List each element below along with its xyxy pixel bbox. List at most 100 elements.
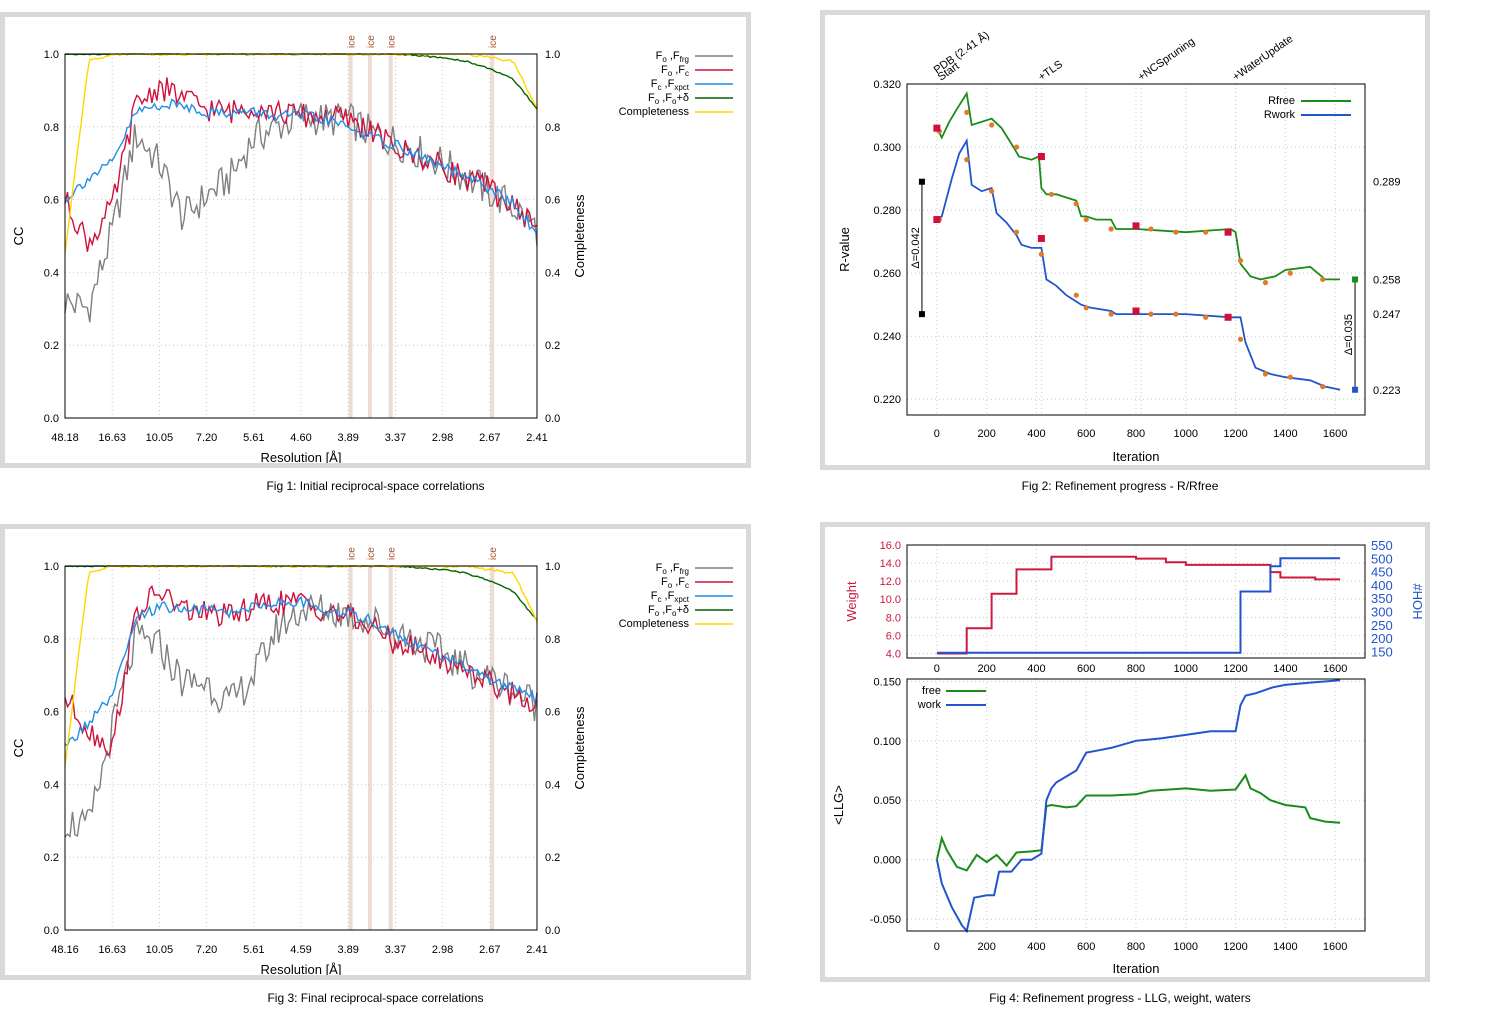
fig2-delta-end-top xyxy=(918,178,925,185)
fig2-ytick-label: 0.220 xyxy=(873,394,901,406)
fig4-weight-tick-label: 12.0 xyxy=(880,576,901,588)
fig4-llg-tick-label: -0.050 xyxy=(870,914,901,926)
fig4-weight-axis-label: Weight xyxy=(844,581,859,622)
fig4-top-xtick-label: 1600 xyxy=(1323,663,1347,675)
fig4-hoh-tick-label: 250 xyxy=(1371,618,1393,633)
fig2-delta-end-top xyxy=(1352,276,1359,283)
fig2-ytick-label: 0.240 xyxy=(873,331,901,343)
fig4-weight-tick-label: 10.0 xyxy=(880,594,901,606)
fig2-marker-point xyxy=(1203,229,1209,235)
fig1-ytick-label: 0.8 xyxy=(44,122,59,134)
fig4-hoh-tick-label: 550 xyxy=(1371,538,1393,553)
fig4-bottom-xtick-label: 1600 xyxy=(1323,941,1347,953)
fig1-xtick-label: 3.37 xyxy=(385,432,406,444)
fig3-ice-band xyxy=(490,566,495,930)
fig2-delta-left-label: Δ=0.042 xyxy=(910,227,922,268)
fig2-panel: 0.220 0.240 0.260 0.280 0.300 0.320 0 200 400 600… xyxy=(820,10,1430,470)
fig2-marker-point xyxy=(1237,336,1244,342)
fig4-top-xtick-label: 600 xyxy=(1077,663,1095,675)
fig4-top-xtick-label: 200 xyxy=(977,663,995,675)
fig2-marker-point xyxy=(964,157,970,163)
fig3-y2tick-label: 0.6 xyxy=(545,707,560,719)
fig2-marker-square xyxy=(1037,234,1045,242)
fig4-hoh-tick-label: 200 xyxy=(1371,631,1393,646)
fig3-xaxis-label: Resolution [Å] xyxy=(261,962,342,975)
fig3-ice-label: ice xyxy=(347,547,358,560)
fig4-bottom-xtick-label: 1200 xyxy=(1223,941,1247,953)
fig2-marker-point xyxy=(1173,229,1179,235)
fig2-xtick-label: 600 xyxy=(1077,428,1095,440)
fig2-marker-point xyxy=(1320,276,1326,283)
fig1-ytick-label: 0.0 xyxy=(44,413,59,425)
fig2-right-value: 0.247 xyxy=(1373,309,1401,321)
fig2-marker-point xyxy=(1148,226,1154,232)
fig4-top-xtick-label: 400 xyxy=(1027,663,1045,675)
fig2-marker-point xyxy=(1287,270,1293,276)
fig3-legend-label-1: Fo ,Fc xyxy=(661,576,689,590)
fig2-marker-square xyxy=(1224,313,1232,321)
fig4-chart: 4.06.08.010.012.014.016.0150200250300350… xyxy=(831,538,1425,976)
fig1-xtick-label: 7.20 xyxy=(196,432,217,444)
fig3-ice-band xyxy=(348,566,353,930)
fig1-ice-label: ice xyxy=(366,35,377,48)
fig2-right-value: 0.289 xyxy=(1373,177,1401,189)
fig3-y2tick-label: 0.8 xyxy=(545,634,560,646)
fig1-xtick-label: 4.60 xyxy=(290,432,311,444)
fig3-y2axis-label: Completeness xyxy=(572,706,587,790)
fig2-delta-right-label: Δ=0.035 xyxy=(1343,314,1355,355)
fig1-series-line-2 xyxy=(64,98,538,235)
fig4-caption: Fig 4: Refinement progress - LLG, weight… xyxy=(989,991,1251,1005)
fig3-chart: 0.0 0.0 0.2 0.2 0.4 0.4 0.6 0.6 0.8 0.8 1.0 1.0 48.1… xyxy=(11,547,733,975)
fig1-ice-label: ice xyxy=(488,35,499,48)
fig2-marker-point xyxy=(1262,280,1269,286)
fig1-y2axis-label: Completeness xyxy=(572,194,587,278)
fig1-ice-band xyxy=(367,54,372,418)
fig2-marker-point xyxy=(1013,229,1020,235)
fig3-plot-frame xyxy=(64,565,538,931)
fig2-caption: Fig 2: Refinement progress - R/Rfree xyxy=(1021,479,1219,493)
fig2-ytick-label: 0.300 xyxy=(873,142,901,154)
fig1-ice-band xyxy=(490,54,495,418)
fig4-xaxis-label: Iteration xyxy=(1113,961,1160,976)
fig1-plot-frame xyxy=(64,53,538,419)
fig1-ice-label: ice xyxy=(347,35,358,48)
fig2-stage-label: +NCSpruning xyxy=(1136,36,1197,84)
fig1-xtick-label: 5.61 xyxy=(243,432,264,444)
fig2-marker-square xyxy=(1132,222,1140,230)
fig3-ytick-label: 0.4 xyxy=(44,779,59,791)
fig3-ytick-label: 0.0 xyxy=(44,925,59,937)
fig2-xtick-label: 1000 xyxy=(1174,428,1198,440)
fig2-marker-point xyxy=(1173,311,1179,317)
fig1-xtick-label: 16.63 xyxy=(98,432,126,444)
fig1-chart: 0.0 0.0 0.2 0.2 0.4 0.4 0.6 0.6 0.8 0.8 1.0 1.0 48.1… xyxy=(11,35,733,463)
fig3-yaxis-label: CC xyxy=(11,739,26,758)
fig4-weight-tick-label: 8.0 xyxy=(886,612,901,624)
fig2-xtick-label: 400 xyxy=(1027,428,1045,440)
fig4-bottom-xtick-label: 0 xyxy=(934,941,940,953)
fig4-legend-label-free: free xyxy=(922,685,941,697)
fig2-ytick-label: 0.280 xyxy=(873,205,901,217)
fig4-hoh-tick-label: 400 xyxy=(1371,578,1393,593)
fig4-top-xtick-label: 1000 xyxy=(1174,663,1198,675)
fig4-llg-tick-label: 0.150 xyxy=(873,676,901,688)
fig4-top-series-line xyxy=(936,555,1341,655)
fig2-marker-point xyxy=(1073,201,1079,207)
fig2-xtick-label: 1600 xyxy=(1323,428,1347,440)
fig4-bottom-xtick-label: 400 xyxy=(1027,941,1045,953)
fig3-legend-label-0: Fo ,Ffrg xyxy=(656,562,689,576)
fig4-panel: 4.0 6.0 8.0 10.0 12.0 14.0 16.0 150 200 250 300 350… xyxy=(820,522,1430,982)
fig3-y2tick-label: 0.2 xyxy=(545,852,560,864)
fig2-marker-point xyxy=(1038,251,1045,257)
fig2-delta-end-bottom xyxy=(918,311,925,318)
fig4-llg-tick-label: 0.050 xyxy=(873,795,901,807)
fig1-xtick-label: 2.67 xyxy=(479,432,500,444)
fig1-legend-label-2: Fc ,Fxpct xyxy=(651,78,690,92)
fig4-top-xtick-label: 800 xyxy=(1127,663,1145,675)
fig3-xtick-label: 2.98 xyxy=(432,944,453,956)
fig3-xtick-label: 3.37 xyxy=(385,944,406,956)
fig2-xtick-label: 800 xyxy=(1127,428,1145,440)
fig2-marker-point xyxy=(1108,226,1114,232)
fig4-top-plot-frame xyxy=(906,544,1366,659)
fig3-xtick-label: 2.41 xyxy=(526,944,547,956)
fig1-ytick-label: 1.0 xyxy=(44,49,59,61)
